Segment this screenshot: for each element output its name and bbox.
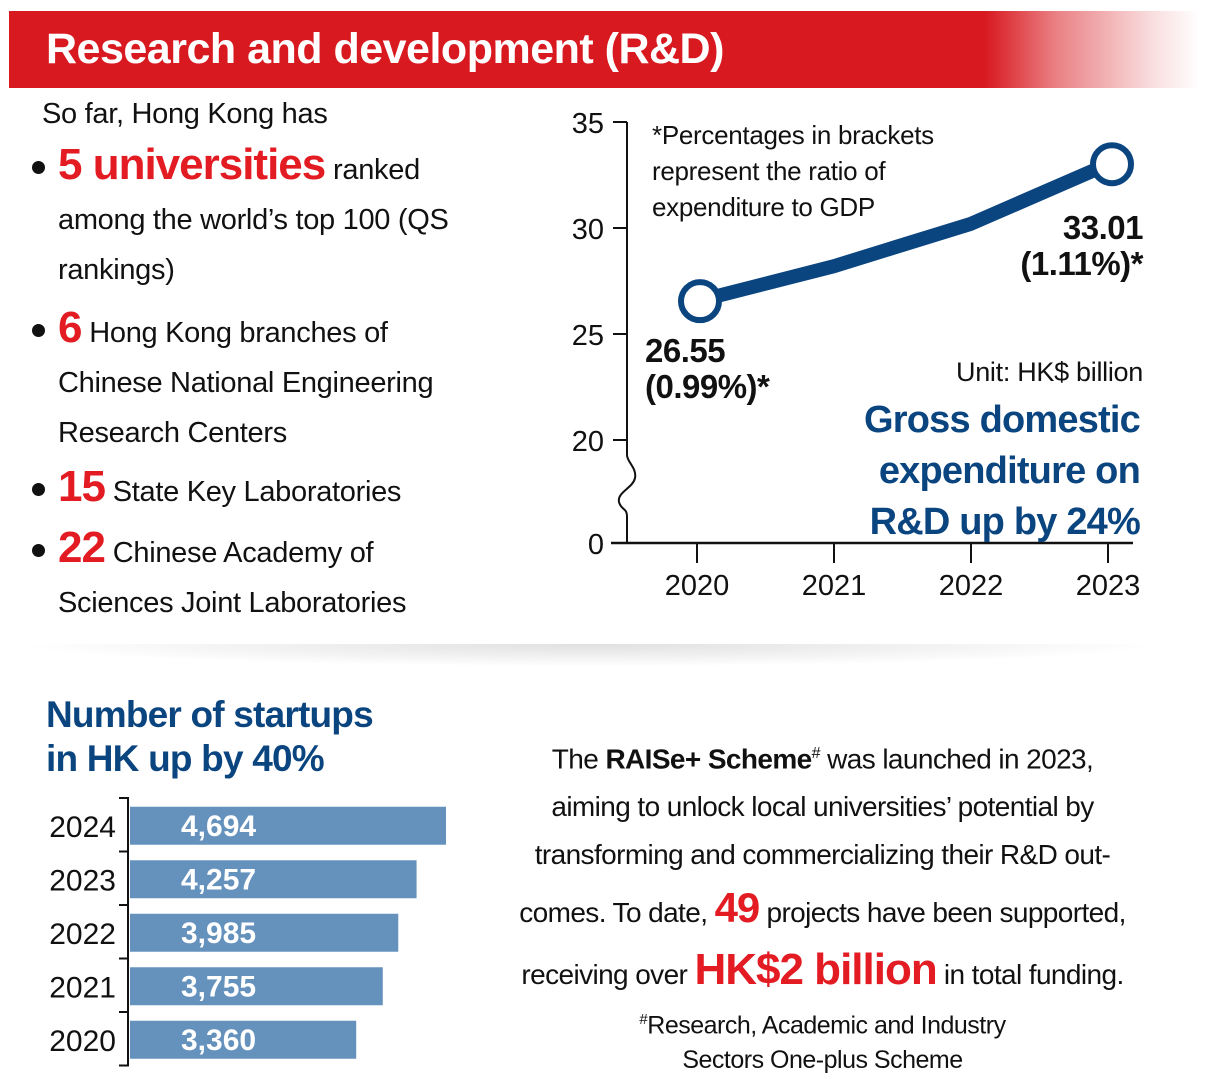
data-point-marker-2020 xyxy=(678,279,722,324)
note-line: *Percentages in brackets xyxy=(652,120,934,150)
raise-text: The xyxy=(551,743,599,775)
scheme-footnote: #Research, Academic and Industry Sectors… xyxy=(440,1002,1205,1078)
title-line: in HK up by 40% xyxy=(46,738,325,779)
bullet-icon xyxy=(32,483,45,496)
x-tick-label: 2022 xyxy=(939,570,1004,602)
y-tick-label: 30 xyxy=(572,214,604,246)
funding-amount: HK$2 billion xyxy=(694,945,937,995)
fact-text: Sciences Joint Laboratories xyxy=(58,587,407,619)
raise-text: receiving over xyxy=(521,959,688,991)
data-label-ratio: (0.99%)* xyxy=(645,368,770,405)
y-tick-label: 20 xyxy=(572,426,604,458)
raise-text: was launched in 2023, xyxy=(827,743,1094,775)
raise-text: comes. To date, xyxy=(519,897,708,929)
bar-value-label: 3,985 xyxy=(181,917,256,950)
raise-text: in total funding. xyxy=(943,959,1124,991)
x-tick-label: 2023 xyxy=(1076,570,1141,602)
fact-text: rankings) xyxy=(58,254,175,286)
bullet-icon xyxy=(32,161,45,174)
bar-value-label: 3,755 xyxy=(181,970,256,1003)
bar-2020 xyxy=(130,1020,357,1059)
data-label-2023: 33.01 (1.11%)* xyxy=(1020,210,1143,282)
category-label: 2022 xyxy=(49,918,116,951)
fact-text: Chinese National Engineering xyxy=(58,367,434,399)
fact-text: Hong Kong branches of xyxy=(89,317,388,349)
fact-item: 15 State Key Laboratories xyxy=(30,462,530,517)
x-tick-label: 2021 xyxy=(802,570,867,602)
bar-2023 xyxy=(130,860,417,899)
fact-text: State Key Laboratories xyxy=(112,476,402,508)
category-label: 2024 xyxy=(49,811,116,844)
scheme-name: RAISe+ Scheme xyxy=(605,743,812,775)
bar-2021 xyxy=(130,967,383,1006)
raise-text: projects have been supported, xyxy=(766,897,1126,929)
intro-text: So far, Hong Kong has xyxy=(42,98,328,130)
raise-line: receiving over HK$2 billion in total fun… xyxy=(440,942,1205,1003)
bar-value-label: 4,694 xyxy=(181,810,256,843)
title-line: Number of startups xyxy=(46,694,374,735)
bullet-icon xyxy=(32,544,45,557)
category-label: 2023 xyxy=(49,864,116,897)
bar-value-label: 4,257 xyxy=(181,863,256,896)
headline-line: expenditure on xyxy=(878,450,1141,492)
fact-item: 22 Chinese Academy of Sciences Joint Lab… xyxy=(30,523,530,628)
fact-text: Research Centers xyxy=(58,417,287,449)
raise-scheme-text: The RAISe+ Scheme# was launched in 2023,… xyxy=(440,730,1205,1003)
data-label-value: 33.01 xyxy=(1062,209,1144,246)
note-line: represent the ratio of xyxy=(652,156,886,186)
footnote-line: #Research, Academic and Industry xyxy=(440,1002,1205,1043)
fact-item: 5 universities ranked among the world’s … xyxy=(30,140,530,295)
footnote-mark: # xyxy=(639,1011,648,1028)
bar-chart-title: Number of startups in HK up by 40% xyxy=(46,693,466,781)
data-label-2020: 26.55 (0.99%)* xyxy=(645,332,770,405)
y-tick-label: 35 xyxy=(572,108,604,140)
footnote-mark: # xyxy=(811,745,821,762)
unit-label: Unit: HK$ billion xyxy=(956,357,1143,387)
fact-item: 6 Hong Kong branches of Chinese National… xyxy=(30,303,530,458)
footnote-line: Sectors One-plus Scheme xyxy=(682,1046,963,1075)
category-label: 2021 xyxy=(49,971,116,1004)
data-label-ratio: (1.11%)* xyxy=(1020,245,1143,282)
bar-value-label: 3,360 xyxy=(181,1024,256,1057)
fact-number: 22 xyxy=(58,523,106,572)
fact-text: among the world’s top 100 (QS xyxy=(58,204,449,236)
title-banner: Research and development (R&D) xyxy=(9,11,1199,88)
x-tick-label: 2020 xyxy=(665,570,730,602)
startups-bar-chart: 2024 4,694 2023 4,257 2022 3,985 2021 3,755 2020… xyxy=(49,797,446,1067)
projects-count: 49 xyxy=(714,884,761,932)
bullet-icon xyxy=(32,324,45,337)
fact-number: 5 universities xyxy=(58,140,326,189)
y-axis-line xyxy=(617,122,637,543)
footnote-text: Research, Academic and Industry xyxy=(647,1011,1006,1040)
line-chart-headline: Gross domestic expenditure on R&D up by … xyxy=(780,395,1141,548)
note-line: expenditure to GDP xyxy=(652,192,875,222)
fact-number: 6 xyxy=(58,303,83,352)
data-point-marker-2023 xyxy=(1090,142,1134,187)
raise-line: comes. To date, 49 projects have been su… xyxy=(440,879,1205,942)
raise-line: transforming and commercializing their R… xyxy=(534,839,1111,871)
y-tick-label: 25 xyxy=(572,320,604,352)
y-tick-label: 0 xyxy=(588,529,604,561)
raise-line: aiming to unlock local universities’ pot… xyxy=(551,791,1094,823)
headline-line: Gross domestic xyxy=(863,399,1141,441)
chart-footnote: *Percentages in brackets represent the r… xyxy=(652,117,934,225)
fact-text: ranked xyxy=(333,154,420,186)
page-title: Research and development (R&D) xyxy=(46,25,724,73)
fact-number: 15 xyxy=(58,462,106,511)
facts-list: 5 universities ranked among the world’s … xyxy=(30,140,530,628)
raise-line: The RAISe+ Scheme# was launched in 2023, xyxy=(440,730,1205,783)
series-line xyxy=(695,157,1111,308)
rd-expenditure-line-chart: 0 20 25 30 35 2020 2021 2022 2023 xyxy=(572,108,1141,602)
category-label: 2020 xyxy=(49,1025,116,1058)
data-label-value: 26.55 xyxy=(645,332,726,369)
section-divider xyxy=(30,644,1150,666)
bar-2022 xyxy=(130,913,399,952)
bar-2024 xyxy=(130,806,446,845)
headline-line: R&D up by 24% xyxy=(869,501,1141,543)
fact-text: Chinese Academy of xyxy=(112,537,374,569)
